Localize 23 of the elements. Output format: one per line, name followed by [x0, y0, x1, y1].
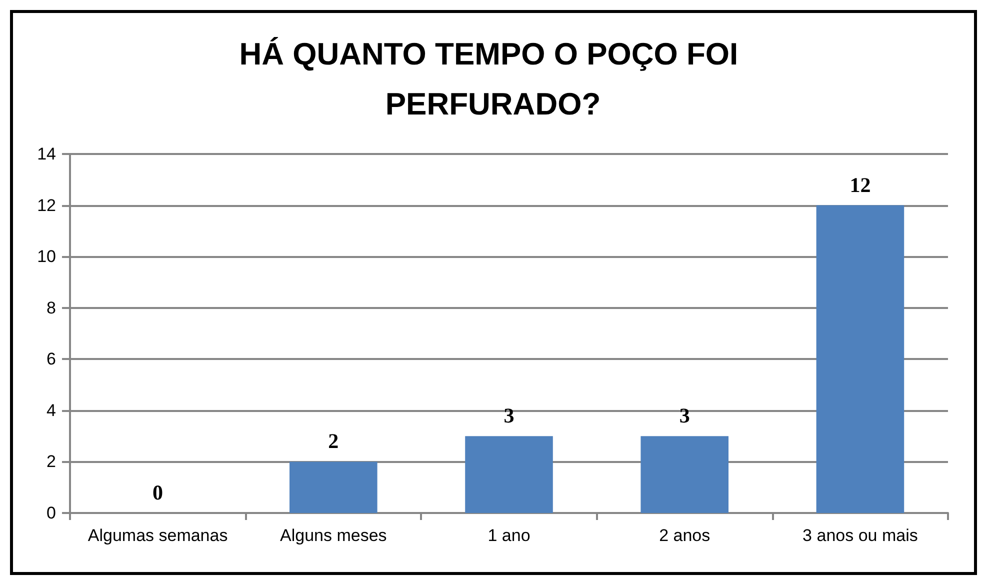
- y-tick-label: 6: [46, 350, 56, 369]
- bar: [465, 436, 553, 513]
- bar: [816, 205, 904, 513]
- x-tick-label: 3 anos ou mais: [802, 526, 918, 545]
- y-tick-label: 2: [46, 452, 56, 472]
- data-label: 0: [152, 480, 164, 504]
- data-label: 3: [504, 404, 514, 428]
- x-tick-label: 2 anos: [659, 526, 710, 545]
- y-tick-label: 4: [46, 400, 56, 420]
- y-tick-label: 14: [37, 144, 56, 164]
- x-tick-label: Alguns meses: [280, 526, 387, 545]
- x-tick-label: Algumas semanas: [88, 526, 228, 545]
- bar: [290, 462, 378, 513]
- data-label: 12: [850, 172, 871, 197]
- chart-title: HÁ QUANTO TEMPO O POÇO FOI PERFURADO?: [239, 36, 747, 122]
- x-tick-label: 1 ano: [488, 526, 530, 545]
- y-tick-label: 12: [37, 196, 56, 215]
- y-tick-label: 10: [37, 247, 56, 266]
- y-tick-label: 0: [46, 504, 56, 522]
- bar: [640, 436, 728, 513]
- data-label: 3: [679, 404, 690, 428]
- data-label: 2: [328, 429, 339, 454]
- y-tick-label: 8: [46, 298, 56, 318]
